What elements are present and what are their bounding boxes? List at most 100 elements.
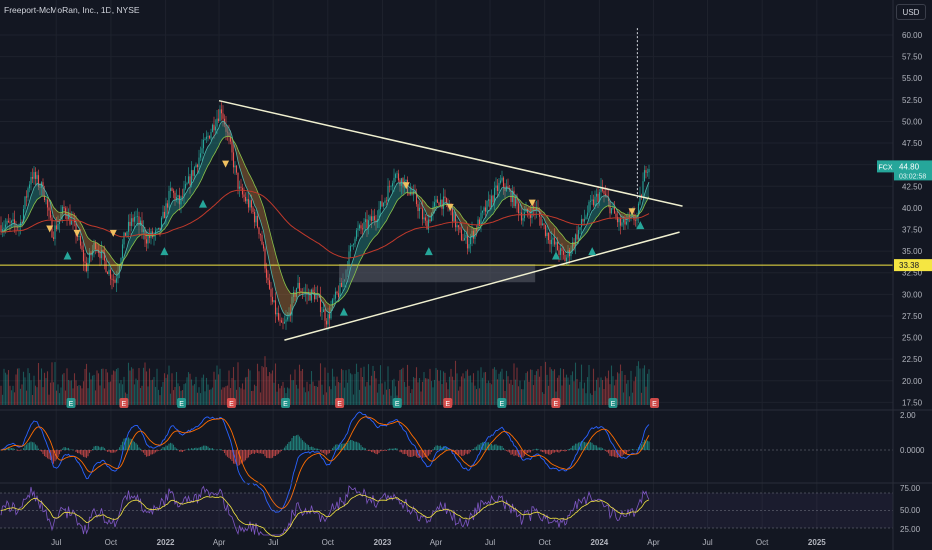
candle-body [297, 282, 299, 289]
histogram-bar [283, 447, 286, 450]
candle-body [115, 278, 118, 283]
ribbon-segment [277, 258, 279, 301]
volume-bar [166, 374, 169, 405]
ribbon-segment [596, 203, 598, 218]
volume-bar [117, 367, 119, 405]
ticker-badge-label: FCX [879, 164, 893, 171]
ribbon-segment [76, 217, 78, 226]
histogram-bar [627, 450, 629, 452]
candle-body [216, 118, 218, 127]
ribbon-segment [365, 229, 367, 251]
candle-body [100, 249, 103, 259]
candle-body [120, 258, 122, 266]
candle-body [370, 216, 373, 222]
volume-bar [616, 372, 619, 405]
ribbon-segment [290, 293, 292, 316]
buy-signal-marker [199, 199, 208, 208]
histogram-bar [201, 446, 203, 450]
volume-bar [400, 369, 403, 405]
histogram-bar [381, 450, 383, 452]
volume-bar [472, 373, 475, 405]
volume-bar [630, 370, 632, 405]
candle-body [22, 208, 25, 223]
histogram-bar [610, 450, 613, 457]
histogram-bar [478, 444, 481, 450]
candle-body [507, 186, 509, 189]
histogram-bar [120, 444, 122, 450]
candle-body [324, 309, 326, 321]
volume-bar [247, 368, 250, 405]
candle-body [187, 176, 190, 184]
volume-bar [322, 394, 325, 405]
histogram-bar [90, 450, 92, 452]
candle-body [595, 193, 598, 197]
volume-bar [283, 387, 286, 405]
candle-body [373, 216, 376, 221]
candle-body [349, 245, 352, 252]
candle-body [334, 291, 337, 299]
volume-bar [202, 374, 205, 405]
candle-body [36, 175, 38, 179]
price-tick-label: 32.50 [902, 269, 923, 278]
histogram-bar [567, 449, 569, 450]
volume-bar [397, 380, 400, 405]
volume-bar [456, 373, 458, 405]
ribbon-segment [211, 138, 213, 161]
candle-body [637, 203, 640, 216]
volume-bar [132, 368, 134, 405]
histogram-bar [46, 450, 49, 459]
histogram-bar [558, 450, 560, 453]
ribbon-segment [341, 291, 343, 299]
time-tick-label: Jul [485, 538, 495, 547]
histogram-bar [75, 450, 77, 452]
candle-body [319, 296, 322, 313]
histogram-bar [474, 447, 476, 450]
candle-body [240, 186, 242, 189]
candle-body [364, 219, 367, 223]
candle-body [330, 307, 332, 319]
volume-bar [226, 385, 229, 405]
candle-body [108, 269, 110, 275]
currency-button[interactable]: USD [896, 4, 926, 20]
candle-body [411, 192, 413, 195]
volume-bar [579, 381, 581, 405]
histogram-bar [234, 450, 236, 464]
volume-bar [75, 380, 77, 405]
ribbon-segment [40, 184, 42, 198]
volume-bar [484, 372, 487, 405]
candle-body [414, 191, 416, 193]
histogram-bar [172, 444, 175, 450]
ribbon-segment [212, 136, 214, 158]
histogram-bar [100, 446, 103, 450]
volume-bar [561, 385, 563, 405]
candle-body [60, 213, 62, 220]
candle-body [313, 292, 316, 300]
candle-body [582, 219, 584, 222]
histogram-bar [193, 447, 196, 450]
ribbon-segment [119, 263, 121, 273]
volume-bar [495, 369, 497, 405]
volume-bar [429, 368, 431, 405]
volume-bar [454, 360, 457, 405]
volume-bar [87, 388, 89, 405]
candle-body [195, 164, 197, 168]
ribbon-segment [331, 304, 333, 312]
volume-bar [432, 387, 434, 405]
histogram-bar [468, 450, 470, 454]
volume-bar [354, 373, 356, 405]
histogram-bar [307, 445, 310, 450]
ribbon-segment [37, 183, 39, 200]
volume-bar [51, 362, 53, 405]
volume-bar [418, 377, 421, 405]
candle-body [586, 212, 589, 217]
volume-bar [28, 373, 31, 405]
candle-body [592, 199, 595, 206]
candle-body [588, 201, 590, 213]
histogram-bar [9, 447, 11, 450]
candle-body [393, 177, 395, 184]
volume-bar [571, 371, 574, 405]
volume-bar [481, 377, 484, 405]
volume-bar [280, 385, 283, 405]
ribbon-segment [289, 291, 291, 316]
